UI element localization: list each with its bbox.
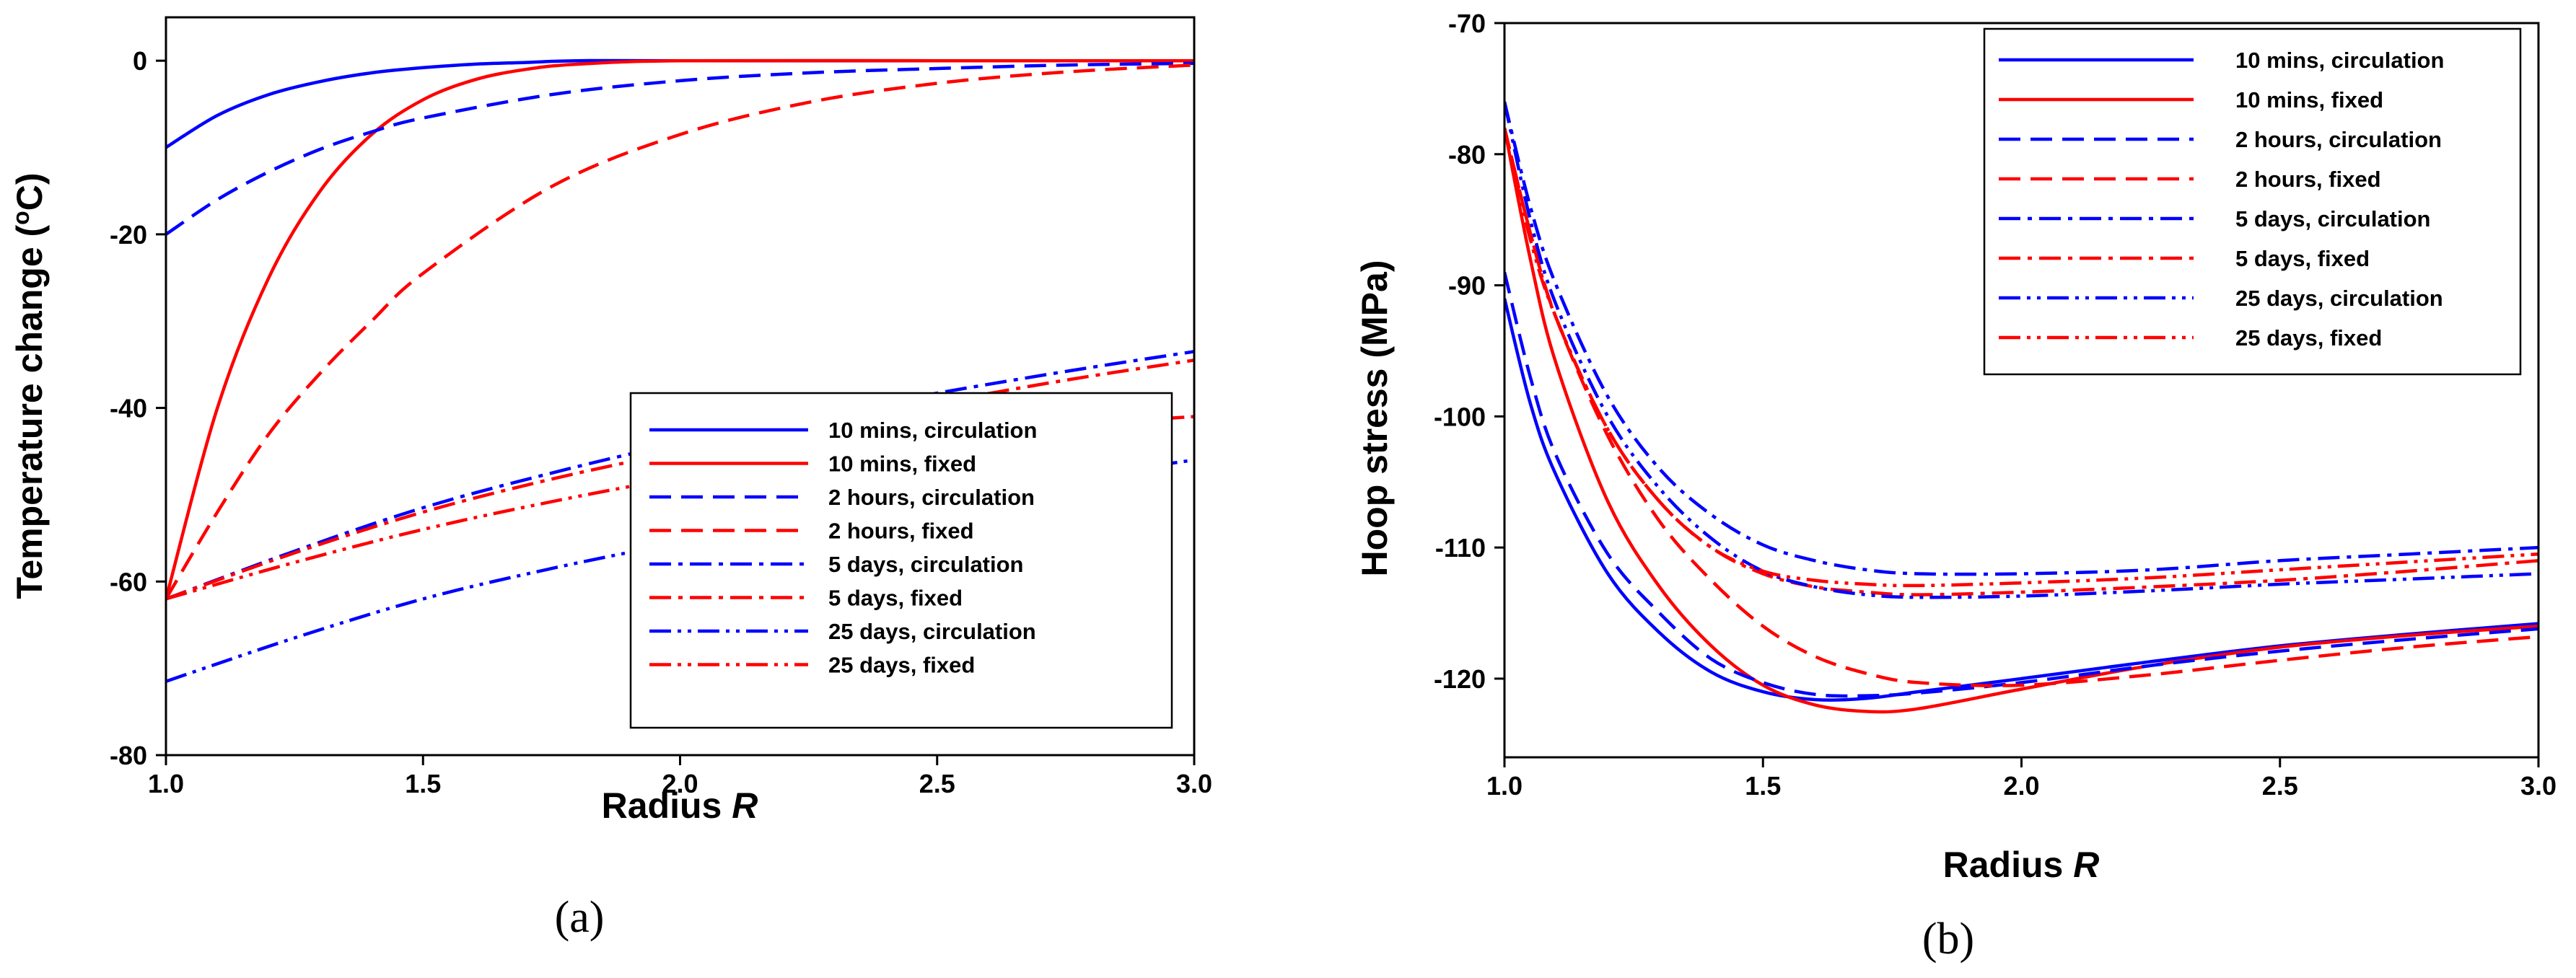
legend-label: 5 days, circulation — [828, 552, 1024, 577]
legend: 10 mins, circulation 10 mins, fixed 2 hour… — [629, 392, 1173, 729]
series-line-2-hours-circulation — [1504, 271, 2538, 698]
y-tick-label: -90 — [1448, 271, 1486, 301]
series-lines — [1504, 101, 2538, 714]
legend-label: 5 days, circulation — [2235, 206, 2431, 232]
y-tick-label: -120 — [1434, 664, 1486, 694]
y-tick-label: -70 — [1448, 9, 1486, 38]
hoop-stress-chart: 1.0 1.5 2.0 2.5 3.0 -70 -80 -90 -100 -110 -120 Rad… — [1354, 9, 2557, 964]
legend-label: 2 hours, circulation — [828, 485, 1035, 510]
series-line-10-mins-fixed — [166, 58, 1194, 599]
axes: 1.0 1.5 2.0 2.5 3.0 -70 -80 -90 -100 -110 -120 — [1434, 9, 2557, 801]
legend-box — [1983, 27, 2522, 376]
y-axis-label: Temperature change (oC) — [8, 173, 50, 599]
x-tick-label: 2.5 — [919, 769, 955, 798]
series-line-25-days-circulation — [1504, 101, 2538, 599]
series-line-10-mins-fixed — [1504, 127, 2538, 714]
x-axis-label: Radius R — [602, 785, 758, 826]
legend-label: 10 mins, circulation — [2235, 48, 2444, 73]
legend-box — [629, 392, 1173, 729]
legend-label: 5 days, fixed — [2235, 246, 2370, 271]
legend-label: 25 days, circulation — [828, 619, 1036, 644]
x-tick-label: 2.0 — [2003, 771, 2039, 801]
x-tick-label: 1.5 — [1745, 771, 1781, 801]
legend-label: 25 days, fixed — [828, 653, 975, 678]
axes: 1.0 1.5 2.0 2.5 3.0 0 -20 -40 -60 -80 — [110, 46, 1212, 798]
legend-label: 25 days, fixed — [2235, 325, 2382, 351]
x-tick-label: 2.5 — [2262, 771, 2298, 801]
series-line-25-days-fixed — [1504, 127, 2538, 588]
y-tick-label: -60 — [110, 567, 147, 596]
x-tick-label: 3.0 — [2520, 771, 2557, 801]
series-line-2-hours-circulation — [166, 61, 1194, 236]
x-axis-label: Radius R — [1943, 845, 2100, 885]
y-tick-label: -80 — [110, 741, 147, 770]
legend-label: 25 days, circulation — [2235, 286, 2443, 311]
y-tick-label: -40 — [110, 394, 147, 423]
legend-label: 2 hours, circulation — [2235, 127, 2442, 152]
series-line-2-hours-fixed — [1504, 127, 2538, 687]
legend-label: 10 mins, fixed — [2235, 87, 2383, 113]
legend-label: 2 hours, fixed — [2235, 167, 2381, 192]
x-tick-label: 3.0 — [1176, 769, 1212, 798]
series-line-5-days-circulation — [1504, 101, 2538, 576]
y-tick-label: -110 — [1435, 533, 1486, 563]
x-tick-label: 1.5 — [405, 769, 441, 798]
x-tick-label: 1.0 — [1486, 771, 1523, 801]
legend-label: 10 mins, fixed — [828, 451, 976, 477]
temperature-change-chart: 1.0 1.5 2.0 2.5 3.0 0 -20 -40 -60 -80 Radius R Te… — [8, 16, 1212, 942]
y-tick-label: -80 — [1448, 140, 1486, 169]
legend-label: 2 hours, fixed — [828, 519, 974, 544]
x-tick-label: 2.0 — [662, 769, 698, 798]
panel-label: (a) — [555, 893, 605, 942]
legend-label: 5 days, fixed — [828, 586, 963, 611]
y-axis-label: Hoop stress (MPa) — [1354, 260, 1395, 577]
legend: 10 mins, circulation 10 mins, fixed 2 hour… — [1983, 27, 2522, 376]
legend-label: 10 mins, circulation — [828, 418, 1037, 443]
series-line-2-hours-fixed — [166, 63, 1194, 600]
y-tick-label: -20 — [110, 220, 147, 250]
y-tick-label: 0 — [133, 46, 147, 76]
y-tick-label: -100 — [1434, 402, 1486, 431]
x-tick-label: 1.0 — [148, 769, 184, 798]
panel-label: (b) — [1922, 915, 1974, 964]
